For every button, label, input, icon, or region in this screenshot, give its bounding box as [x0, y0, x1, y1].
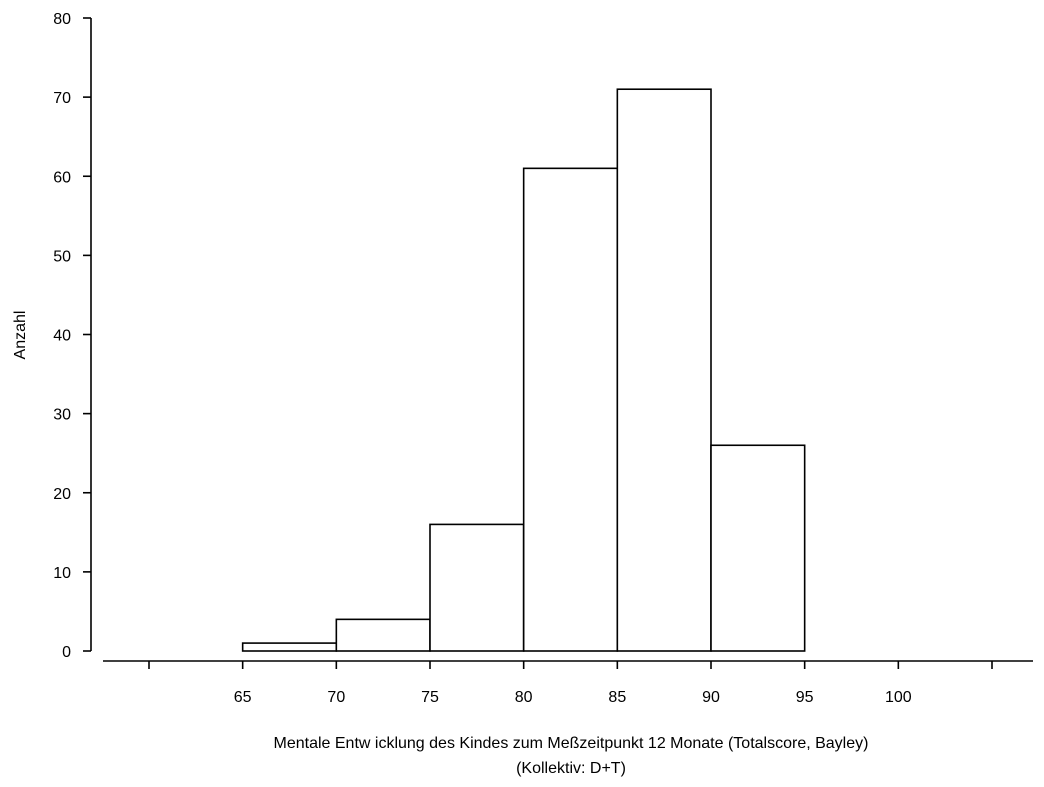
x-tick-label: 70: [327, 689, 345, 706]
histogram-bar: [429, 523, 525, 652]
x-axis-title: Mentale Entw icklung des Kindes zum Meßz…: [274, 735, 869, 752]
x-tick-label: 80: [515, 689, 533, 706]
x-axis-subtitle: (Kollektiv: D+T): [516, 760, 626, 777]
x-tick-label: 95: [796, 689, 814, 706]
y-axis-title: Anzahl: [12, 311, 29, 360]
y-tick-label: 80: [53, 11, 71, 28]
y-tick-label: 70: [53, 90, 71, 107]
histogram-bar: [616, 88, 712, 652]
x-tick-label: 100: [885, 689, 912, 706]
y-ticks: 0 10 20 30 40 50 60 70 80: [53, 11, 91, 661]
y-tick-label: 50: [53, 248, 71, 265]
histogram-bar: [241, 642, 338, 652]
y-tick-label: 60: [53, 169, 71, 186]
x-tick-label: 85: [608, 689, 626, 706]
y-tick-label: 10: [53, 565, 71, 582]
histogram-bar: [335, 618, 431, 652]
y-tick-label: 0: [62, 644, 71, 661]
y-tick-label: 30: [53, 407, 71, 424]
x-tick-label: 90: [702, 689, 720, 706]
x-tick-label: 75: [421, 689, 439, 706]
histogram-bar: [710, 444, 806, 652]
x-tick-label: 65: [234, 689, 252, 706]
x-ticks: 65 70 75 80 85 90 95 100: [148, 661, 993, 706]
y-tick-label: 20: [53, 486, 71, 503]
histogram-bar: [522, 167, 619, 652]
y-tick-label: 40: [53, 328, 71, 345]
bars-layer: [241, 88, 806, 652]
